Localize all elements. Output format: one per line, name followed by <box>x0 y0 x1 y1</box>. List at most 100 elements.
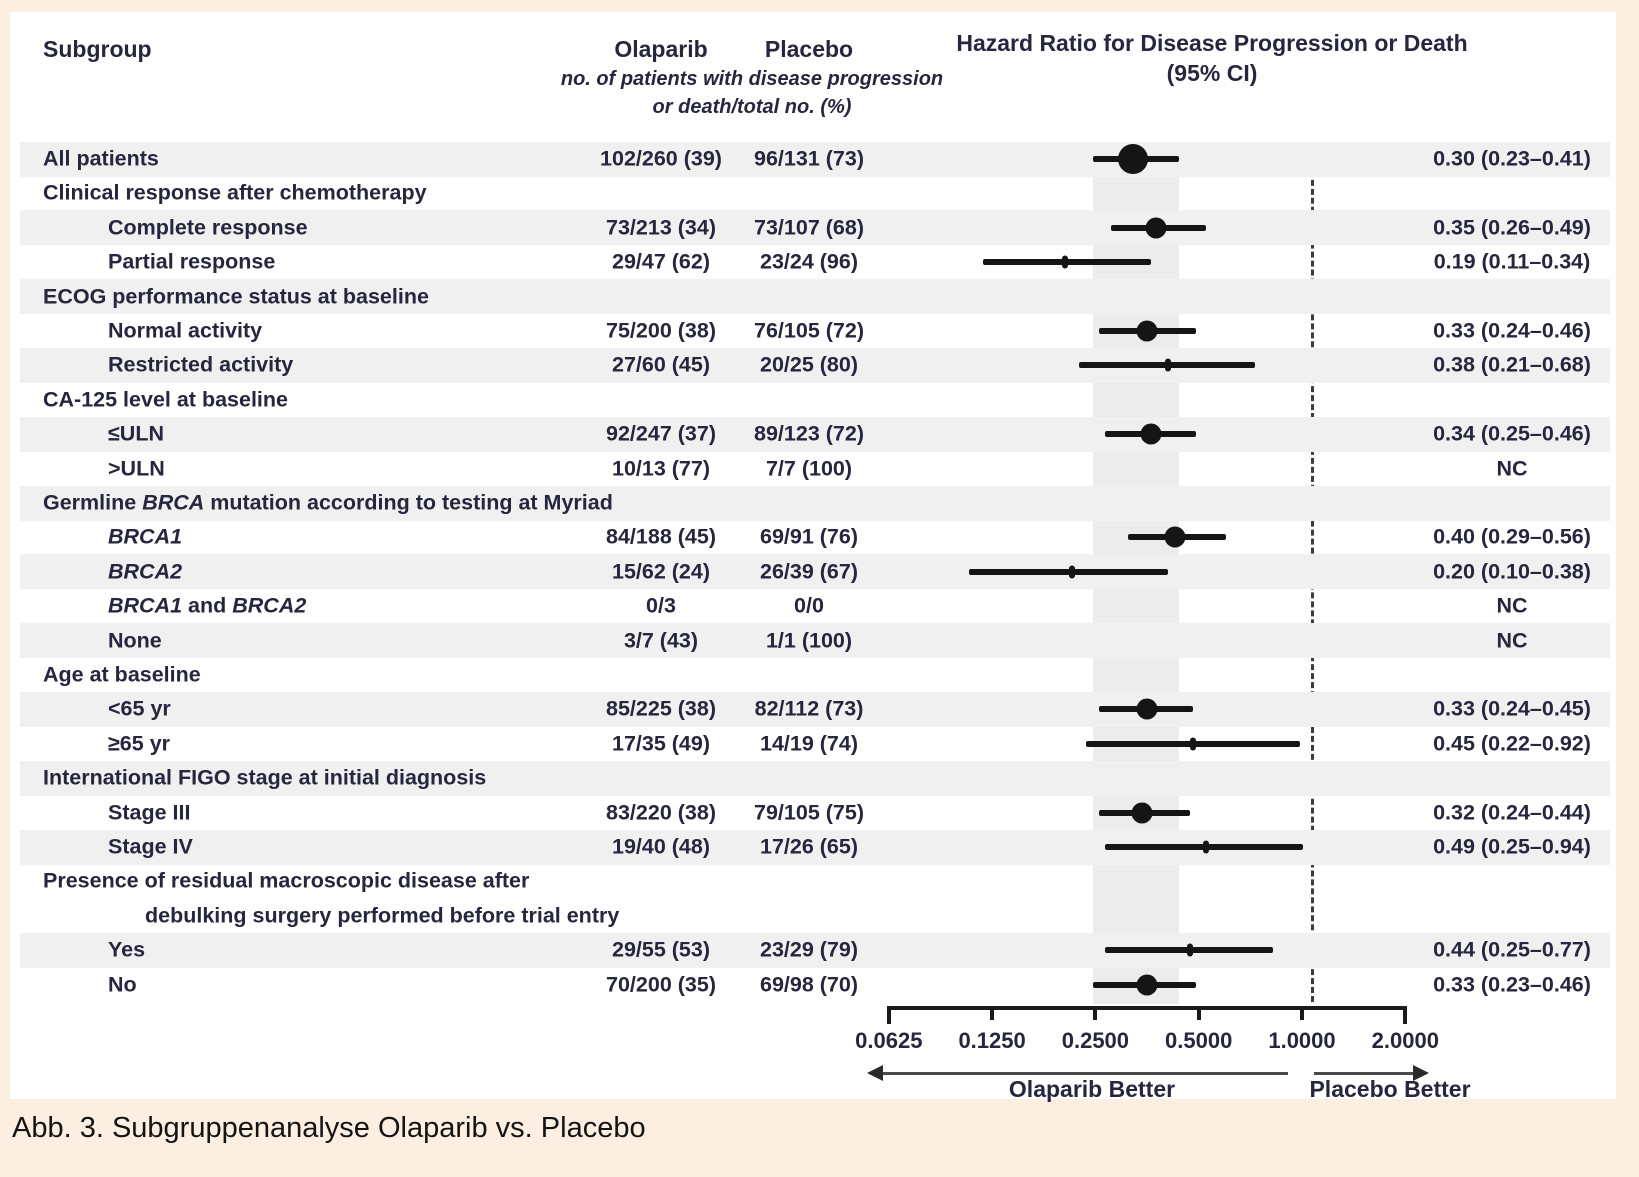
subgroup-label: No <box>108 972 137 997</box>
subgroup-label: BRCA1 and BRCA2 <box>108 593 307 618</box>
hazard-ratio-value: NC <box>1496 628 1528 653</box>
subgroup-label: ≤ULN <box>108 421 164 446</box>
olaparib-events-value: 10/13 (77) <box>611 456 711 481</box>
x-axis-tick <box>990 1005 995 1020</box>
placebo-events-value: 17/26 (65) <box>759 834 859 859</box>
olaparib-events-value: 92/247 (37) <box>606 421 716 446</box>
placebo-events-value: 26/39 (67) <box>759 559 859 584</box>
hr-point-marker <box>1189 737 1196 751</box>
olaparib-events-value: 0/3 <box>646 593 676 618</box>
hazard-ratio-value: 0.30 (0.23–0.41) <box>1433 146 1591 171</box>
table-row: BRCA1 84/188 (45) 69/91 (76) 0.40 (0.29–0.5… <box>20 520 1610 555</box>
olaparib-events-value: 70/200 (35) <box>606 972 716 997</box>
table-row: Stage III 83/220 (38) 79/105 (75) 0.32 (0.2… <box>20 795 1610 830</box>
table-row: Restricted activity 27/60 (45) 20/25 (80) 0… <box>20 347 1610 383</box>
hazard-ratio-value: 0.40 (0.29–0.56) <box>1433 524 1591 549</box>
table-row: debulking surgery performed before trial… <box>20 898 1610 933</box>
x-axis-tick-label: 0.5000 <box>1165 1027 1233 1053</box>
hr-point-marker <box>1136 320 1158 342</box>
subgroup-label: Restricted activity <box>108 352 294 377</box>
olaparib-better-label: Olaparib Better <box>1008 1076 1176 1102</box>
events-note-line1: no. of patients with disease progression <box>560 68 944 90</box>
figure-caption: Abb. 3. Subgruppenanalyse Olaparib vs. P… <box>12 1112 646 1144</box>
hr-point-marker <box>1164 526 1186 548</box>
x-axis-tick-label: 1.0000 <box>1268 1027 1336 1053</box>
hr-point-marker <box>1069 565 1076 579</box>
subgroup-label: Stage III <box>108 800 191 825</box>
olaparib-events-value: 73/213 (34) <box>606 215 716 240</box>
placebo-better-arrowhead-icon <box>1413 1064 1430 1081</box>
table-row: Stage IV 19/40 (48) 17/26 (65) 0.49 (0.25–0… <box>20 829 1610 865</box>
hazard-ratio-value: NC <box>1496 593 1528 618</box>
subgroup-label: CA-125 level at baseline <box>43 387 288 412</box>
table-row: None 3/7 (43) 1/1 (100) NC <box>20 623 1610 659</box>
x-axis <box>886 1005 1408 1010</box>
subgroup-label: BRCA1 <box>108 524 183 549</box>
subgroup-label: Yes <box>108 937 146 962</box>
placebo-events-value: 69/91 (76) <box>759 524 859 549</box>
hazard-ratio-value: 0.34 (0.25–0.46) <box>1433 421 1591 446</box>
table-row: Germline BRCA mutation according to test… <box>20 485 1610 521</box>
placebo-events-value: 0/0 <box>794 593 824 618</box>
subgroup-label: Germline BRCA mutation according to test… <box>43 490 613 515</box>
subgroup-label: Clinical response after chemotherapy <box>43 180 427 205</box>
hazard-ratio-value: 0.44 (0.25–0.77) <box>1433 937 1591 962</box>
subgroup-label: ECOG performance status at baseline <box>43 284 429 309</box>
placebo-events-value: 23/29 (79) <box>759 937 859 962</box>
hazard-ratio-value: 0.32 (0.24–0.44) <box>1433 800 1591 825</box>
hazard-ratio-value: 0.20 (0.10–0.38) <box>1433 559 1591 584</box>
placebo-events-value: 7/7 (100) <box>765 456 853 481</box>
placebo-events-value: 14/19 (74) <box>759 731 859 756</box>
hazard-ratio-value: NC <box>1496 456 1528 481</box>
table-row: CA-125 level at baseline <box>20 382 1610 417</box>
hazard-ratio-value: 0.49 (0.25–0.94) <box>1433 834 1591 859</box>
table-row: BRCA1 and BRCA2 0/3 0/0 NC <box>20 589 1610 624</box>
hazard-ratio-value: 0.33 (0.23–0.46) <box>1433 972 1591 997</box>
table-row: ≤ULN 92/247 (37) 89/123 (72) 0.34 (0.25–0.4… <box>20 416 1610 452</box>
subgroup-label: Presence of residual macroscopic disease… <box>43 868 530 893</box>
olaparib-better-arrow <box>880 1071 1288 1075</box>
subgroup-label: <65 yr <box>108 696 171 721</box>
hazard-ratio-value: 0.33 (0.24–0.46) <box>1433 318 1591 343</box>
x-axis-tick <box>886 1005 891 1024</box>
subgroup-label: Normal activity <box>108 318 263 343</box>
subgroup-label: Stage IV <box>108 834 193 859</box>
olaparib-events-value: 27/60 (45) <box>611 352 711 377</box>
column-header-subgroup: Subgroup <box>43 36 152 62</box>
subgroup-label: All patients <box>43 146 159 171</box>
column-header-olaparib: Olaparib <box>614 36 708 62</box>
table-row: ECOG performance status at baseline <box>20 279 1610 315</box>
placebo-events-value: 89/123 (72) <box>754 421 864 446</box>
table-row: Presence of residual macroscopic disease… <box>20 864 1610 899</box>
placebo-events-value: 79/105 (75) <box>754 800 864 825</box>
hr-point-marker <box>1145 217 1167 239</box>
hr-point-marker <box>1186 943 1193 957</box>
placebo-better-label: Placebo Better <box>1309 1076 1471 1102</box>
subgroup-label: Age at baseline <box>43 662 201 687</box>
olaparib-better-arrowhead-icon <box>866 1064 883 1081</box>
hr-point-marker <box>1202 840 1209 854</box>
olaparib-events-value: 29/55 (53) <box>611 937 711 962</box>
hazard-ratio-value: 0.45 (0.22–0.92) <box>1433 731 1591 756</box>
subgroup-label: International FIGO stage at initial diag… <box>43 765 487 790</box>
table-row: Partial response 29/47 (62) 23/24 (96) 0.19… <box>20 245 1610 280</box>
table-row: All patients 102/260 (39) 96/131 (73) 0.30 … <box>20 141 1610 177</box>
hr-point-marker <box>1140 423 1162 445</box>
table-row: No 70/200 (35) 69/98 (70) 0.33 (0.23–0.46) <box>20 967 1610 1002</box>
x-axis-tick-label: 0.1250 <box>958 1027 1026 1053</box>
placebo-events-value: 69/98 (70) <box>759 972 859 997</box>
table-row: >ULN 10/13 (77) 7/7 (100) NC <box>20 451 1610 486</box>
olaparib-events-value: 3/7 (43) <box>623 628 699 653</box>
subgroup-label: Complete response <box>108 215 308 240</box>
subgroup-label: ≥65 yr <box>108 731 171 756</box>
x-axis-tick-label: 2.0000 <box>1371 1027 1439 1053</box>
forest-plot-panel: Subgroup Olaparib Placebo Hazard Ratio f… <box>10 12 1616 1102</box>
olaparib-events-value: 75/200 (38) <box>606 318 716 343</box>
placebo-events-value: 20/25 (80) <box>759 352 859 377</box>
hazard-ratio-value: 0.38 (0.21–0.68) <box>1433 352 1591 377</box>
table-row: Clinical response after chemotherapy <box>20 176 1610 211</box>
hr-point-marker <box>1136 974 1158 996</box>
olaparib-events-value: 102/260 (39) <box>600 146 722 171</box>
x-axis-tick <box>1093 1005 1098 1020</box>
